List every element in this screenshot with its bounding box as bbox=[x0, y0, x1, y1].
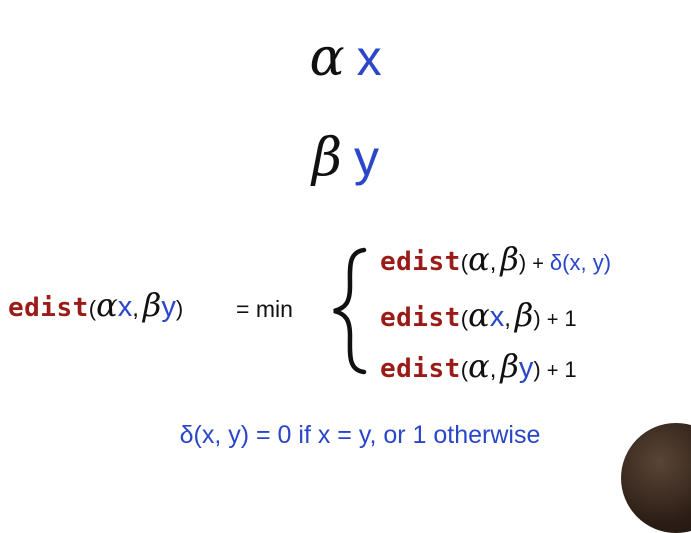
lhs-close-paren: ) bbox=[175, 296, 184, 321]
case2-plus: + bbox=[546, 309, 559, 331]
case1-beta: β bbox=[500, 240, 519, 278]
lhs-x: x bbox=[117, 291, 133, 323]
case2-comma: , bbox=[504, 305, 511, 332]
case1-comma: , bbox=[489, 249, 497, 276]
case3-plus: + bbox=[546, 360, 559, 382]
lhs-fn: edist bbox=[8, 293, 89, 323]
case1-close-paren: ) bbox=[518, 250, 527, 275]
case1-open-paren: ( bbox=[460, 250, 469, 275]
alpha-symbol: α bbox=[309, 28, 345, 88]
case2-cost: 1 bbox=[564, 306, 577, 331]
case1-alpha: α bbox=[468, 240, 490, 278]
case3-close-paren: ) bbox=[533, 357, 541, 382]
lhs-y: y bbox=[161, 291, 176, 323]
equals-min-text: = min bbox=[236, 296, 293, 322]
case2-close-paren: ) bbox=[533, 306, 541, 331]
case-delete: edist ( α x , β ) + 1 bbox=[380, 296, 577, 334]
lhs-beta: β bbox=[142, 286, 162, 324]
case3-fn: edist bbox=[380, 354, 461, 384]
case3-open-paren: ( bbox=[460, 357, 469, 382]
case3-beta: β bbox=[500, 347, 519, 385]
lhs-open-paren: ( bbox=[88, 296, 97, 321]
case3-comma: , bbox=[489, 356, 497, 383]
case2-fn: edist bbox=[380, 303, 461, 333]
lhs-comma: , bbox=[132, 295, 139, 322]
case3-alpha: α bbox=[468, 347, 490, 385]
case2-open-paren: ( bbox=[460, 306, 469, 331]
case1-fn: edist bbox=[380, 247, 461, 277]
case1-plus: + bbox=[532, 253, 544, 275]
case2-alpha: α bbox=[468, 296, 490, 334]
case3-y: y bbox=[518, 352, 534, 384]
delta-definition: δ(x, y) = 0 if x = y, or 1 otherwise bbox=[179, 421, 541, 449]
x-symbol: x bbox=[356, 30, 382, 86]
case3-cost: 1 bbox=[564, 357, 577, 382]
equals-min: = min bbox=[236, 296, 293, 323]
case2-beta: β bbox=[514, 296, 534, 334]
y-symbol: y bbox=[354, 130, 380, 186]
curly-brace bbox=[333, 247, 367, 375]
beta-symbol: β bbox=[311, 128, 343, 188]
case-insert: edist ( α , β y ) + 1 bbox=[380, 347, 577, 385]
lhs-alpha: α bbox=[96, 286, 118, 324]
lhs-expression: edist ( α x , β y ) bbox=[8, 286, 183, 324]
case2-x: x bbox=[489, 301, 505, 333]
case-substitute: edist ( α , β ) + δ(x, y) bbox=[380, 240, 611, 278]
case1-cost: δ(x, y) bbox=[549, 250, 612, 275]
